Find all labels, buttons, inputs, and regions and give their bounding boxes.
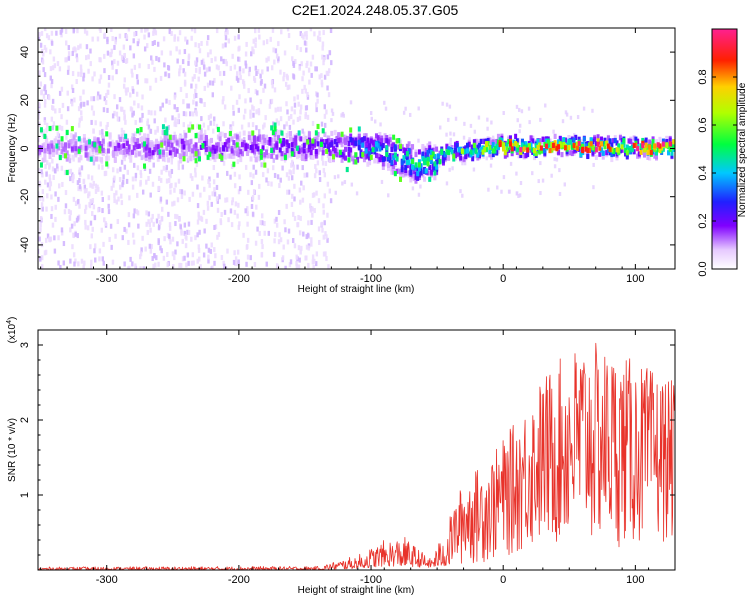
spectrogram-ridge (38, 122, 675, 184)
spectrogram-y-tick-label: 40 (19, 46, 31, 58)
snr-series-line (38, 342, 675, 570)
spectrogram-heatmap (38, 28, 675, 269)
snr-plot-area (38, 342, 675, 570)
spectrogram-x-axis: -300 -200 -100 0 100 (40, 28, 676, 285)
spectrogram-y-tick-label: -20 (19, 189, 31, 205)
snr-x-tick-label: -300 (96, 574, 118, 586)
snr-y-label: SNR (10 * v/v) (7, 418, 18, 482)
snr-y-tick-label: 3 (19, 342, 31, 348)
snr-x-tick-label: -200 (228, 574, 250, 586)
snr-y-axis: 1 2 3 (19, 342, 675, 556)
colorbar-label: Normalized spectral amplitude (737, 82, 748, 217)
snr-y-tick-label: 1 (19, 492, 31, 498)
spectrogram-y-tick-label: 0 (19, 145, 31, 151)
colorbar: 0.0 0.2 0.4 0.6 0.8 Normalized spectral ampl… (697, 28, 748, 277)
chart-title: C2E1.2024.248.05.37.G05 (291, 2, 459, 18)
colorbar-tick-label: 0.0 (697, 261, 709, 276)
spectrogram-x-tick-label: 100 (626, 273, 644, 285)
spectrogram-x-tick-label: -300 (96, 273, 118, 285)
spectrogram-x-label: Height of straight line (km) (298, 284, 415, 295)
colorbar-tick-label: 0.2 (697, 213, 709, 228)
snr-multiplier-label: (x104) (6, 317, 18, 344)
colorbar-tick-label: 0.8 (697, 69, 709, 84)
spectrogram-y-tick-label: 20 (19, 94, 31, 106)
snr-x-tick-label: 100 (626, 574, 644, 586)
spectrogram-x-tick-label: -200 (228, 273, 250, 285)
colorbar-tick-label: 0.6 (697, 117, 709, 132)
snr-x-tick-label: -100 (360, 574, 382, 586)
colorbar-tick-label: 0.4 (697, 165, 709, 180)
spectrogram-x-tick-label: -100 (360, 273, 382, 285)
spectrogram-y-label: Frequency (Hz) (7, 114, 18, 183)
snr-y-tick-label: 2 (19, 417, 31, 423)
snr-x-axis: -300 -200 -100 0 100 (40, 330, 676, 586)
colorbar-gradient (711, 28, 738, 270)
snr-panel: -300 -200 -100 0 100 1 2 3 Height of straight … (6, 317, 676, 596)
spectrogram-x-tick-label: 0 (500, 273, 506, 285)
colorbar-ticks: 0.0 0.2 0.4 0.6 0.8 (697, 69, 737, 277)
snr-x-tick-label: 0 (500, 574, 506, 586)
spectrogram-y-tick-label: -40 (19, 237, 31, 253)
snr-x-label: Height of straight line (km) (298, 585, 415, 596)
spectrogram-y-axis: -40 -20 0 20 40 (19, 27, 675, 270)
